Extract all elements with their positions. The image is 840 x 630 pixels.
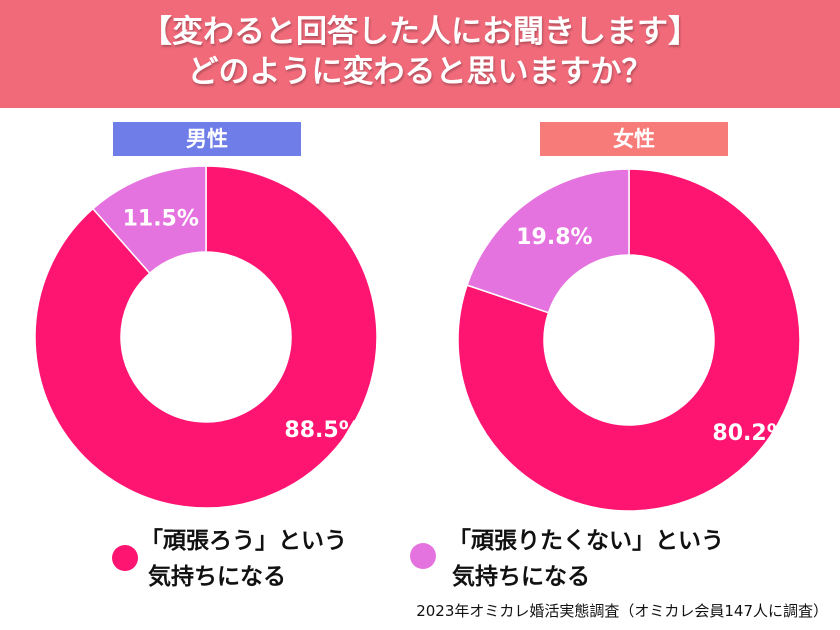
donut-slice (457, 168, 801, 512)
legend-label-ganbarou: 「頑張ろう」という 気持ちになる (140, 528, 347, 590)
data-label: 11.5% (123, 206, 199, 231)
donut-slice (466, 168, 630, 314)
legend-label-ganbaritakunai: 「頑張りたくない」という 気持ちになる (448, 528, 724, 590)
legend-swatch-ganbarou (112, 545, 138, 571)
header-banner: 【変わると回答した人にお聞きします】 どのように変わると思いますか？ (0, 0, 840, 108)
data-label: 80.2% (712, 421, 788, 446)
male-chart-title: 男性 (113, 122, 301, 156)
data-label: 88.5% (284, 418, 360, 443)
title-line-2: どのように変わると思いますか？ (187, 54, 653, 90)
donut-slice (34, 165, 378, 509)
data-label: 19.8% (516, 225, 592, 250)
title-line-1: 【変わると回答した人にお聞きします】 (141, 14, 699, 50)
donut-slice (91, 165, 207, 275)
legend-swatch-ganbaritakunai (410, 543, 436, 569)
female-chart-title: 女性 (540, 122, 728, 156)
source-note: 2023年オミカレ婚活実態調査（オミカレ会員147人に調査） (416, 602, 828, 620)
